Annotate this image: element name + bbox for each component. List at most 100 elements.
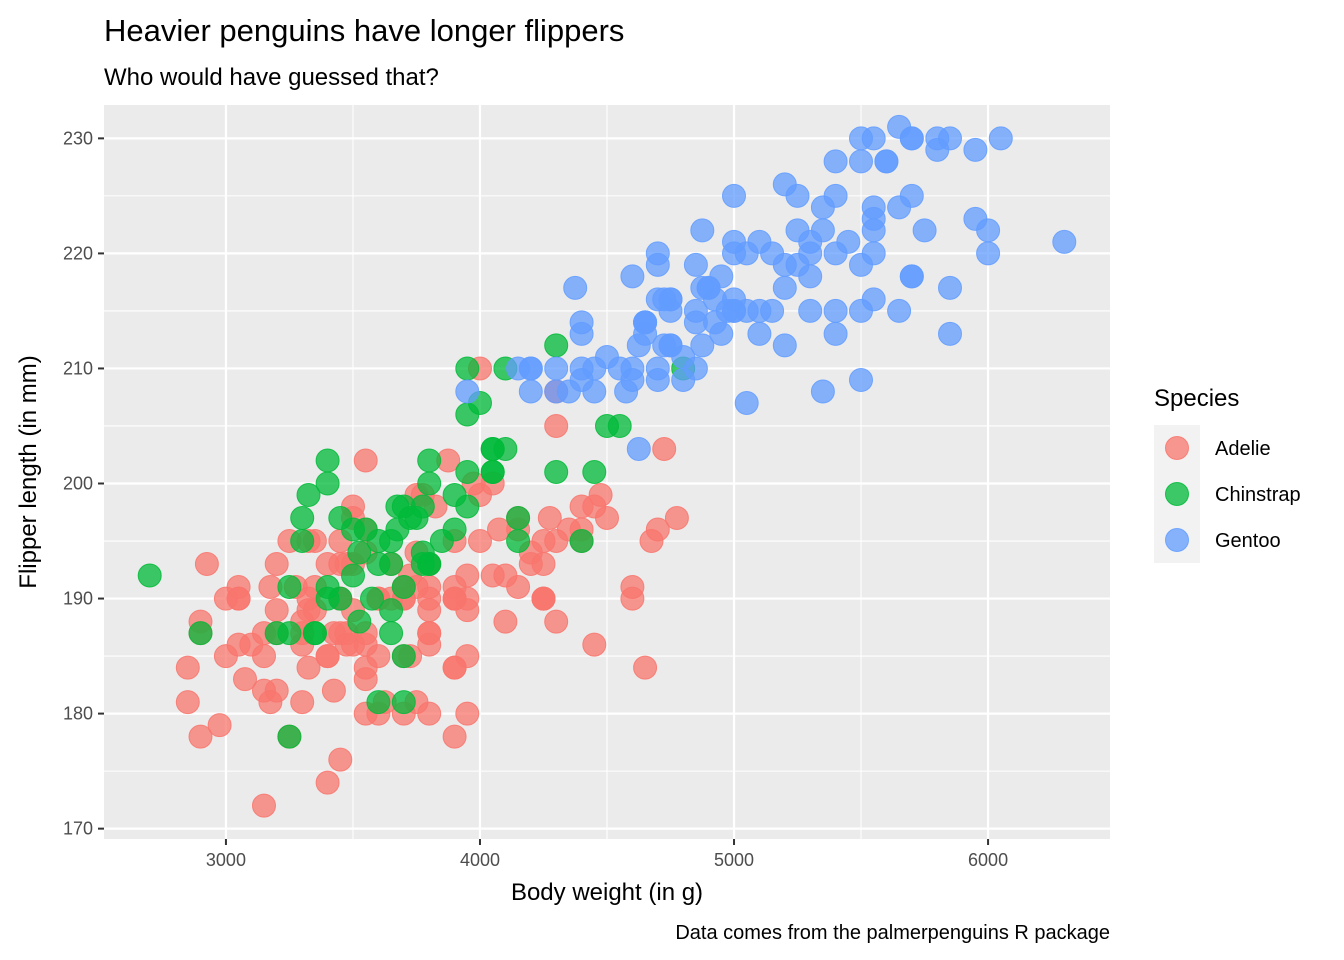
y-tick-label: 190 [63,589,93,609]
legend-label-gentoo: Gentoo [1215,530,1281,552]
point-adelie [544,609,569,634]
point-gentoo [683,356,708,381]
y-tick-label: 200 [63,474,93,494]
point-adelie [664,506,689,530]
y-tick-label: 180 [63,704,93,724]
point-chinstrap [347,540,372,565]
point-adelie [455,701,480,726]
point-gentoo [709,264,734,289]
point-adelie [233,667,257,692]
y-tick-label: 170 [63,819,93,839]
point-chinstrap [290,529,315,553]
point-chinstrap [417,471,442,496]
point-gentoo [823,149,848,174]
point-gentoo [734,391,759,415]
point-adelie [264,598,289,623]
point-gentoo [690,275,715,300]
point-adelie [290,690,315,715]
point-chinstrap [277,621,302,646]
point-adelie [264,552,289,576]
point-gentoo [887,195,912,220]
point-chinstrap [366,690,391,715]
minor-gridlines [104,105,1110,839]
point-adelie [252,793,276,818]
point-adelie [252,644,276,669]
point-gentoo [823,321,848,346]
point-adelie [353,448,378,473]
point-adelie [442,724,467,749]
point-chinstrap [582,460,607,484]
point-gentoo [455,379,480,404]
point-gentoo [976,241,1001,266]
point-chinstrap [410,494,435,519]
point-adelie [213,586,238,611]
point-chinstrap [391,690,416,715]
point-gentoo [861,206,886,231]
legend-label-adelie: Adelie [1215,438,1271,460]
point-chinstrap [379,621,404,646]
x-tick-label: 5000 [714,850,754,870]
point-gentoo [569,356,594,381]
point-gentoo [976,218,1001,243]
point-gentoo [887,298,912,323]
point-chinstrap [315,586,340,611]
point-chinstrap [347,609,372,634]
point-chinstrap [455,460,480,484]
point-chinstrap [341,563,365,588]
point-chinstrap [379,529,404,553]
legend-key-adelie [1165,436,1189,460]
point-chinstrap [506,506,531,530]
y-tick-label: 220 [63,243,93,263]
point-adelie [296,655,321,680]
point-gentoo [582,379,607,404]
point-gentoo [938,275,962,300]
point-chinstrap [391,575,416,599]
point-adelie [531,552,556,576]
point-chinstrap [442,483,467,507]
point-gentoo [722,229,746,254]
point-chinstrap [455,356,480,381]
point-chinstrap [544,333,569,358]
point-adelie [633,655,658,680]
point-gentoo [810,195,835,220]
point-chinstrap [360,586,384,611]
point-chinstrap [410,552,435,576]
point-gentoo [938,126,962,151]
point-gentoo [988,126,1013,151]
series-gentoo [455,114,1077,461]
point-adelie [328,621,353,646]
series-chinstrap [137,333,696,749]
point-chinstrap [277,575,302,599]
point-gentoo [633,321,658,346]
point-gentoo [772,333,797,358]
point-adelie [652,437,677,461]
point-chinstrap [328,506,353,530]
chart-subtitle: Who would have guessed that? [104,64,439,91]
point-gentoo [849,126,873,151]
chart-title: Heavier penguins have longer flippers [104,13,624,48]
point-gentoo [645,356,670,381]
point-gentoo [899,264,924,289]
point-adelie [645,517,670,542]
chart-caption: Data comes from the palmerpenguins R pac… [675,922,1110,944]
point-adelie [315,644,340,669]
point-adelie [588,483,613,507]
point-gentoo [874,149,899,174]
point-gentoo [544,356,569,381]
point-gentoo [849,149,873,174]
point-gentoo [938,321,962,346]
point-gentoo [645,241,670,266]
point-gentoo [849,252,873,277]
point-adelie [493,563,518,588]
legend-label-chinstrap: Chinstrap [1215,484,1301,506]
point-gentoo [798,264,823,289]
point-adelie [328,747,353,772]
point-chinstrap [385,494,410,519]
point-gentoo [683,298,708,323]
point-chinstrap [506,529,531,553]
point-adelie [493,609,518,634]
point-adelie [175,690,200,715]
x-axis: 3000 4000 5000 6000 [206,839,1008,870]
legend-key-chinstrap [1165,482,1189,506]
